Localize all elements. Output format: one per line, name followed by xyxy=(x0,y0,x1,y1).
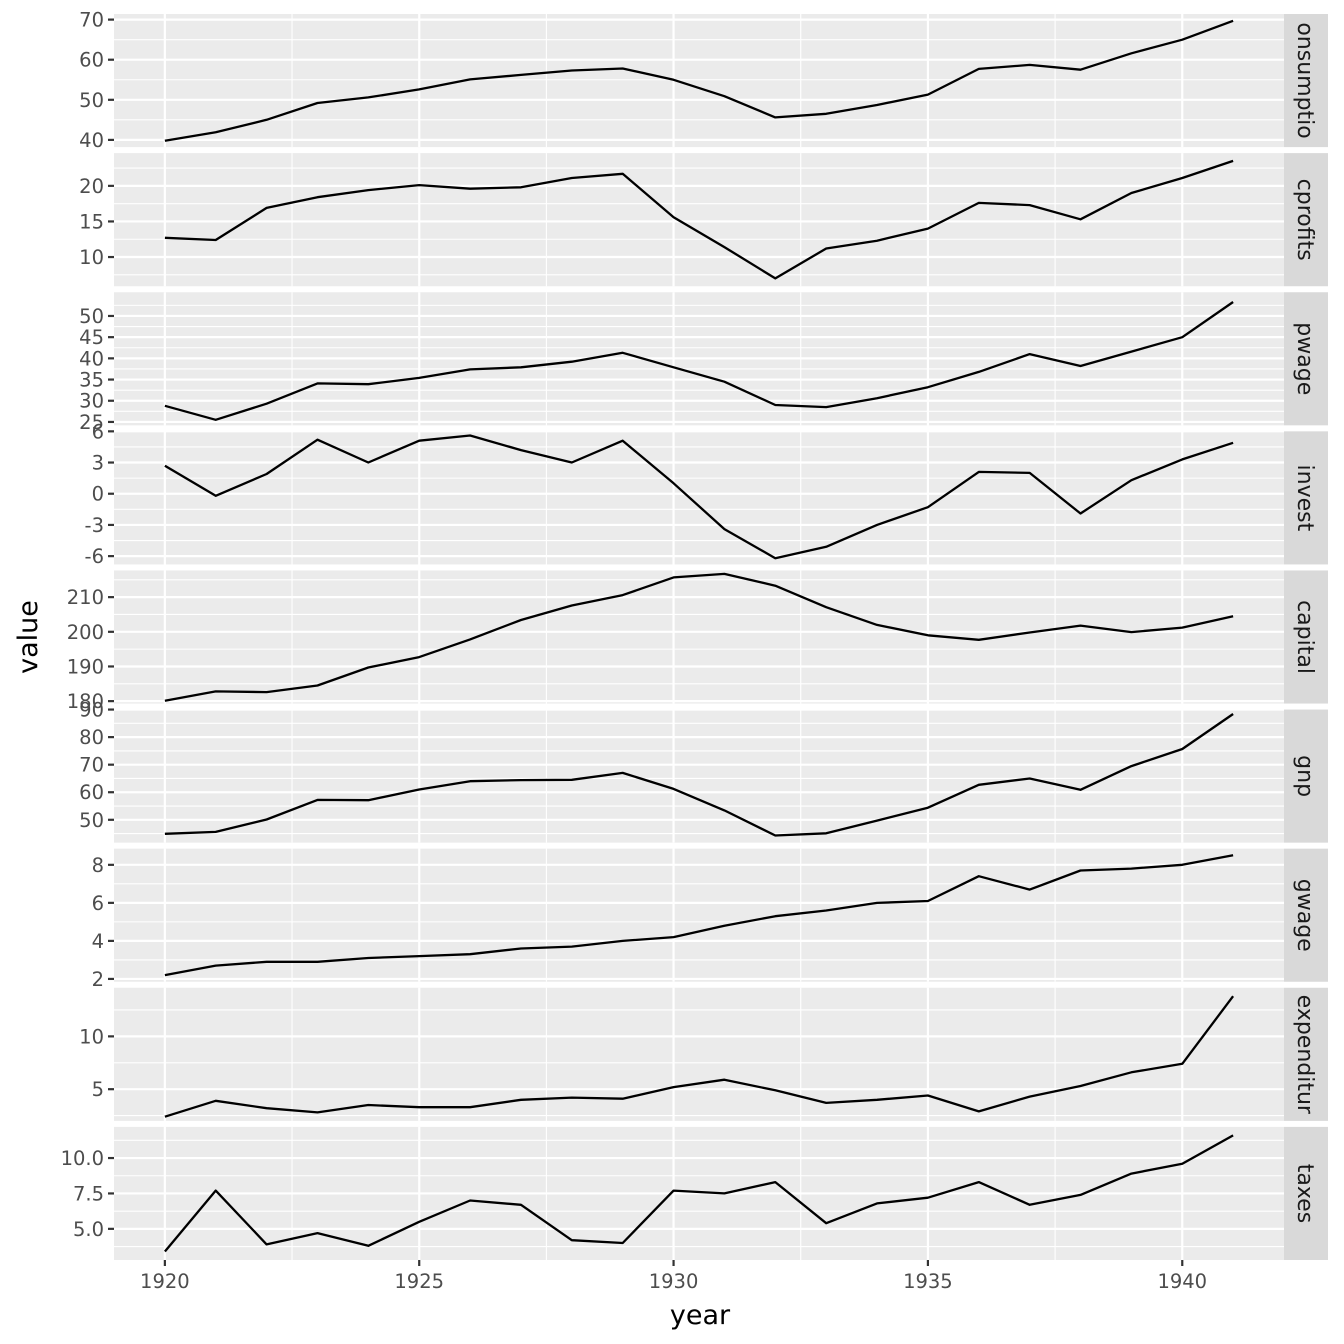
facet-strip xyxy=(1284,431,1328,565)
series-line-invest xyxy=(164,434,1234,560)
series-line-capital xyxy=(164,572,1234,702)
facet-panel-expenditure: 5 10 expenditur xyxy=(79,987,1328,1121)
x-tick-label: 1920 xyxy=(140,1270,190,1293)
series-line-expenditure xyxy=(164,995,1235,1118)
series-line-gnp xyxy=(164,713,1234,837)
facet-strip-label: onsumptio xyxy=(1292,22,1317,138)
facet-strip-label: capital xyxy=(1292,600,1317,674)
y-tick-label: 50 xyxy=(79,89,104,112)
facet-panel-invest: -6 -3 0 3 6 invest xyxy=(85,420,1328,568)
y-tick-label: 5.0 xyxy=(73,1218,104,1241)
y-tick-label: 40 xyxy=(79,129,104,152)
y-tick-label: 20 xyxy=(79,175,104,198)
y-tick-label: 5 xyxy=(92,1078,104,1101)
facet-strip xyxy=(1284,1126,1328,1260)
y-tick-label: 80 xyxy=(79,726,104,749)
facet-panel-capital: 180 190 200 210 capital xyxy=(67,570,1328,713)
y-tick-label: 10.0 xyxy=(61,1147,104,1170)
y-tick-label: 2 xyxy=(92,968,104,991)
y-tick-label: 70 xyxy=(79,9,104,32)
y-tick-label: 180 xyxy=(67,690,104,713)
facet-strip-label: expenditur xyxy=(1292,995,1317,1115)
y-tick-label: 15 xyxy=(79,210,104,233)
x-axis-title: year xyxy=(670,1300,731,1331)
facet-strip xyxy=(1284,848,1328,982)
y-tick-label: -3 xyxy=(85,514,104,537)
y-tick-label: 35 xyxy=(79,369,104,392)
y-tick-label: 40 xyxy=(79,347,104,370)
series-line-cprofits xyxy=(164,159,1234,280)
y-tick-label: 6 xyxy=(92,420,104,443)
series-line-pwage xyxy=(164,301,1234,421)
facet-strip xyxy=(1284,14,1328,148)
panel-background xyxy=(114,987,1284,1121)
y-tick-label: 45 xyxy=(79,326,104,349)
facet-strip xyxy=(1284,570,1328,704)
y-tick-label: 190 xyxy=(67,655,104,678)
facet-strip xyxy=(1284,709,1328,843)
y-tick-label: 70 xyxy=(79,754,104,777)
y-tick-label: 4 xyxy=(92,930,104,953)
x-tick-label: 1930 xyxy=(649,1270,699,1293)
y-tick-label: 200 xyxy=(67,621,104,644)
y-tick-label: 8 xyxy=(92,854,104,877)
series-line-consumption xyxy=(164,19,1234,142)
y-tick-label: 7.5 xyxy=(73,1182,104,1205)
panel-background xyxy=(114,153,1284,287)
y-tick-label: 210 xyxy=(67,586,104,609)
panel-background xyxy=(114,570,1284,704)
series-line-taxes xyxy=(164,1134,1234,1253)
y-tick-label: 30 xyxy=(79,390,104,413)
facet-strip-label: cprofits xyxy=(1292,179,1317,261)
y-tick-label: 50 xyxy=(79,305,104,328)
facet-strip xyxy=(1284,292,1328,426)
y-tick-label: 60 xyxy=(79,781,104,804)
facet-panel-consumption: 40 50 60 70 onsumptio xyxy=(79,9,1328,152)
y-tick-label: -6 xyxy=(85,545,104,568)
y-tick-label: 90 xyxy=(79,699,104,722)
y-tick-label: 3 xyxy=(92,452,104,475)
y-tick-label: 6 xyxy=(92,892,104,915)
facet-strip xyxy=(1284,153,1328,287)
facet-panel-gwage: 2 4 6 8 gwage xyxy=(92,848,1328,991)
y-tick-label: 10 xyxy=(79,246,104,269)
x-axis: 1920 1925 1930 1935 1940 xyxy=(140,1260,1207,1293)
x-tick-label: 1935 xyxy=(903,1270,953,1293)
x-tick-label: 1940 xyxy=(1157,1270,1207,1293)
facet-strip-label: gwage xyxy=(1292,879,1317,952)
facet-panel-taxes: 5.0 7.5 10.0 taxes xyxy=(61,1126,1328,1260)
y-axis-title: value xyxy=(13,600,44,674)
facet-strip-label: invest xyxy=(1292,465,1317,532)
panel-background xyxy=(114,14,1284,148)
y-tick-label: 0 xyxy=(92,483,104,506)
facet-strip-label: pwage xyxy=(1292,322,1317,395)
y-tick-label: 25 xyxy=(79,411,104,434)
y-tick-label: 60 xyxy=(79,49,104,72)
x-tick-label: 1925 xyxy=(394,1270,444,1293)
panel-background xyxy=(114,431,1284,565)
series-line-gwage xyxy=(164,854,1234,977)
facet-strip xyxy=(1284,987,1328,1121)
facet-strip-label: taxes xyxy=(1292,1164,1317,1223)
facet-panel-cprofits: 10 15 20 cprofits xyxy=(79,153,1328,287)
y-tick-label: 50 xyxy=(79,809,104,832)
facet-panel-gnp: 50 60 70 80 90 gnp xyxy=(79,699,1328,843)
y-tick-label: 10 xyxy=(79,1025,104,1048)
facet-strip-label: gnp xyxy=(1292,755,1317,797)
